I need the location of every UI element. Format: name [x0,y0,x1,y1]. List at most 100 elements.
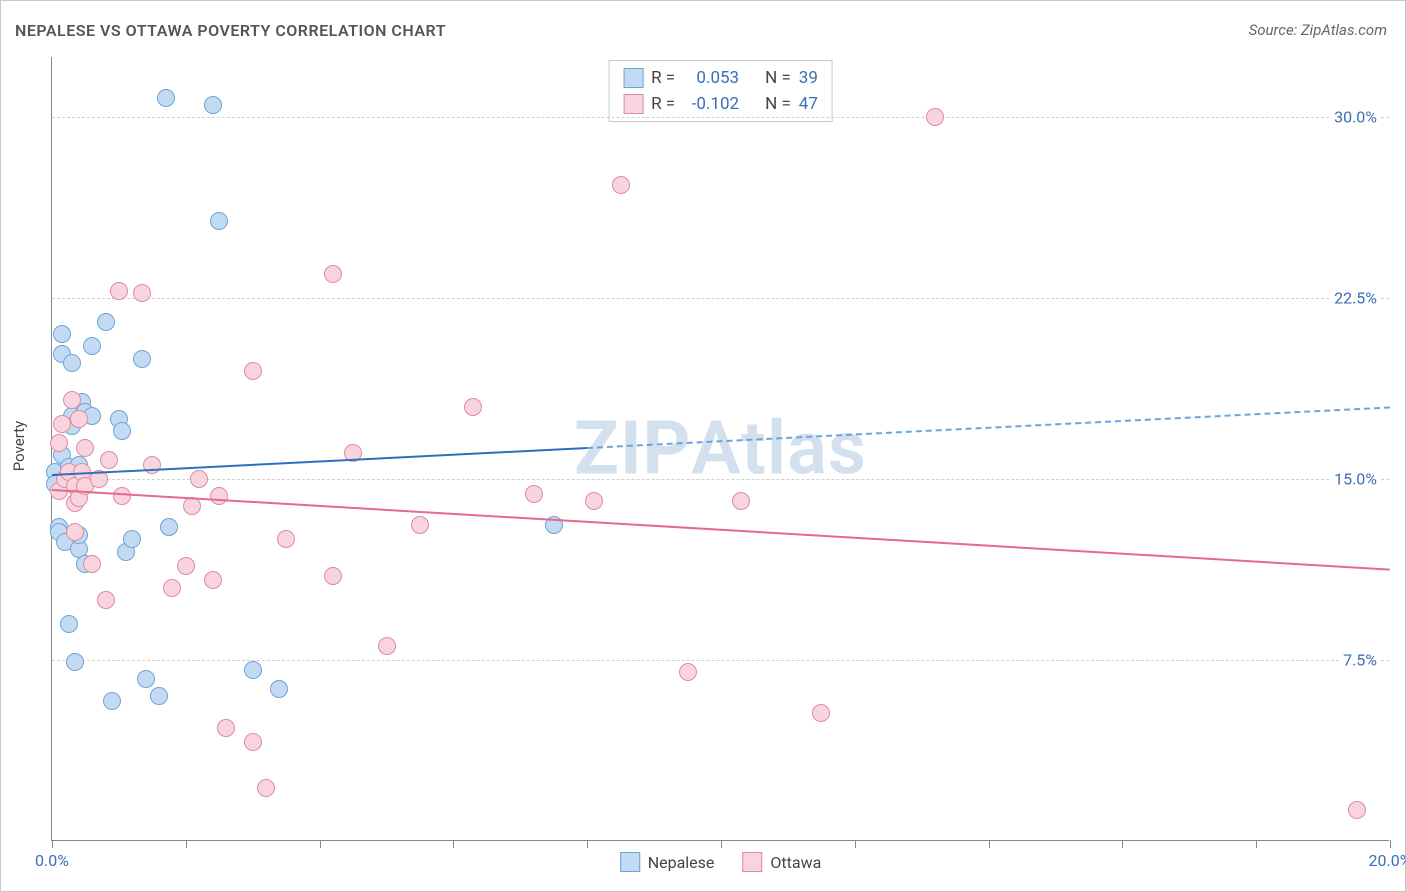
data-point [63,354,81,372]
data-point [324,265,342,283]
data-point [210,212,228,230]
data-point [137,670,155,688]
data-point [679,663,697,681]
data-point [210,487,228,505]
bottom-legend: Nepalese Ottawa [620,852,822,872]
data-point [83,337,101,355]
data-point [100,451,118,469]
data-point [525,485,543,503]
y-axis-label: Poverty [10,421,28,471]
x-tick [587,840,588,848]
y-tick-label: 22.5% [1330,288,1381,309]
stats-box: R = 0.053 N = 39 R = -0.102 N = 47 [608,60,833,122]
data-point [324,567,342,585]
chart-title: NEPALESE VS OTTAWA POVERTY CORRELATION C… [15,21,446,40]
data-point [732,492,750,510]
chart-container: NEPALESE VS OTTAWA POVERTY CORRELATION C… [0,0,1406,892]
legend-swatch [623,94,643,114]
data-point [244,661,262,679]
data-point [63,391,81,409]
data-point [133,284,151,302]
stats-row: R = 0.053 N = 39 [623,65,818,91]
x-tick [855,840,856,848]
grid-line [52,479,1389,480]
legend-label: Ottawa [770,853,821,872]
r-label: R = [651,94,675,114]
data-point [113,487,131,505]
data-point [277,530,295,548]
legend-item: Nepalese [620,852,715,872]
data-point [103,692,121,710]
data-point [204,96,222,114]
x-tick [186,840,187,848]
n-value: 47 [799,94,818,114]
data-point [190,470,208,488]
data-point [1348,801,1366,819]
plot-area: ZIPAtlas R =0.053N =39R =-0.102N =47 Nep… [51,57,1389,841]
source-label: Source: ZipAtlas.com [1249,21,1387,39]
data-point [177,557,195,575]
legend-swatch [742,852,762,872]
n-value: 39 [799,68,818,88]
data-point [157,89,175,107]
legend-label: Nepalese [648,853,715,872]
x-tick [721,840,722,848]
y-tick-label: 15.0% [1330,469,1381,490]
data-point [123,530,141,548]
data-point [53,325,71,343]
x-tick [1256,840,1257,848]
x-tick-label: 0.0% [35,851,69,870]
data-point [257,779,275,797]
data-point [66,523,84,541]
x-tick [989,840,990,848]
x-tick [52,840,53,848]
data-point [244,733,262,751]
data-point [411,516,429,534]
data-point [926,108,944,126]
n-label: N = [765,68,791,88]
data-point [812,704,830,722]
legend-swatch [623,68,643,88]
data-point [133,350,151,368]
data-point [60,615,78,633]
data-point [378,637,396,655]
grid-line [52,117,1389,118]
data-point [204,571,222,589]
data-point [270,680,288,698]
data-point [83,555,101,573]
data-point [76,439,94,457]
data-point [585,492,603,510]
grid-line [52,298,1389,299]
x-tick [1122,840,1123,848]
x-tick [320,840,321,848]
x-tick-label: 20.0% [1369,851,1406,870]
r-value: 0.053 [683,68,739,88]
data-point [97,591,115,609]
data-point [70,410,88,428]
n-label: N = [765,94,791,114]
data-point [97,313,115,331]
data-point [113,422,131,440]
data-point [110,282,128,300]
data-point [163,579,181,597]
legend-swatch [620,852,640,872]
data-point [217,719,235,737]
data-point [66,653,84,671]
data-point [612,176,630,194]
data-point [464,398,482,416]
x-tick [1390,840,1391,848]
trend-line [52,489,1390,571]
data-point [244,362,262,380]
data-point [150,687,168,705]
x-tick [453,840,454,848]
stats-row: R = -0.102 N = 47 [623,91,818,117]
r-value: -0.102 [683,94,739,114]
data-point [50,434,68,452]
data-point [160,518,178,536]
r-label: R = [651,68,675,88]
trend-line [52,447,587,476]
y-tick-label: 7.5% [1339,650,1381,671]
data-point [53,415,71,433]
y-tick-label: 30.0% [1330,107,1381,128]
trend-line [587,407,1390,450]
